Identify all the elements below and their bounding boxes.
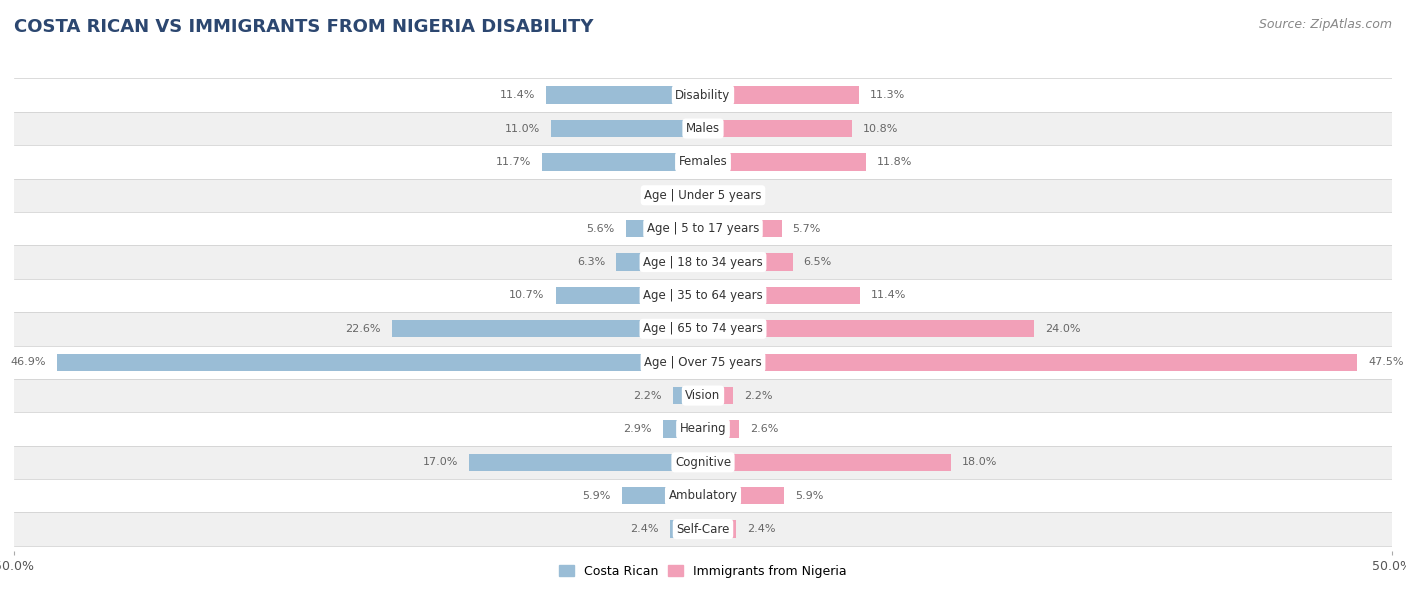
Bar [555, 287, 703, 304]
Bar [626, 220, 703, 237]
Text: 47.5%: 47.5% [1368, 357, 1405, 367]
Bar [14, 479, 1392, 512]
Text: Males: Males [686, 122, 720, 135]
Text: Disability: Disability [675, 89, 731, 102]
Bar [703, 420, 738, 438]
Text: 11.4%: 11.4% [499, 90, 534, 100]
Text: 11.8%: 11.8% [876, 157, 912, 167]
Bar [541, 153, 703, 171]
Text: 11.0%: 11.0% [505, 124, 540, 133]
Text: Females: Females [679, 155, 727, 168]
Text: Age | Under 5 years: Age | Under 5 years [644, 188, 762, 202]
Bar [703, 354, 1358, 371]
Bar [703, 287, 860, 304]
Text: 10.7%: 10.7% [509, 291, 544, 300]
Bar [672, 387, 703, 405]
Text: Hearing: Hearing [679, 422, 727, 436]
Text: 6.5%: 6.5% [804, 257, 832, 267]
Bar [392, 320, 703, 337]
Text: 22.6%: 22.6% [344, 324, 381, 334]
Bar [621, 487, 703, 504]
Bar [703, 320, 1033, 337]
Text: 17.0%: 17.0% [422, 457, 458, 468]
Text: Vision: Vision [685, 389, 721, 402]
Text: 1.4%: 1.4% [644, 190, 672, 200]
Bar [14, 112, 1392, 145]
Text: 2.9%: 2.9% [623, 424, 652, 434]
Bar [703, 153, 866, 171]
Text: 1.2%: 1.2% [731, 190, 759, 200]
Bar [703, 86, 859, 104]
Bar [14, 245, 1392, 278]
Text: 6.3%: 6.3% [576, 257, 605, 267]
Bar [703, 453, 950, 471]
Text: Self-Care: Self-Care [676, 523, 730, 536]
Text: 5.6%: 5.6% [586, 223, 614, 234]
Bar [703, 120, 852, 137]
Bar [14, 78, 1392, 112]
Text: COSTA RICAN VS IMMIGRANTS FROM NIGERIA DISABILITY: COSTA RICAN VS IMMIGRANTS FROM NIGERIA D… [14, 18, 593, 36]
Bar [616, 253, 703, 271]
Bar [14, 212, 1392, 245]
Text: 11.7%: 11.7% [495, 157, 531, 167]
Text: 5.9%: 5.9% [582, 491, 610, 501]
Text: 2.2%: 2.2% [744, 390, 773, 401]
Text: 5.7%: 5.7% [793, 223, 821, 234]
Bar [703, 187, 720, 204]
Text: 18.0%: 18.0% [962, 457, 997, 468]
Bar [14, 145, 1392, 179]
Bar [669, 520, 703, 538]
Bar [664, 420, 703, 438]
Bar [14, 412, 1392, 446]
Bar [551, 120, 703, 137]
Text: Age | 35 to 64 years: Age | 35 to 64 years [643, 289, 763, 302]
Text: Age | 5 to 17 years: Age | 5 to 17 years [647, 222, 759, 235]
Bar [703, 487, 785, 504]
Bar [14, 312, 1392, 346]
Bar [468, 453, 703, 471]
Text: 10.8%: 10.8% [863, 124, 898, 133]
Text: Age | 18 to 34 years: Age | 18 to 34 years [643, 256, 763, 269]
Text: 2.4%: 2.4% [630, 524, 659, 534]
Bar [14, 179, 1392, 212]
Text: Ambulatory: Ambulatory [668, 489, 738, 502]
Bar [703, 387, 734, 405]
Bar [14, 446, 1392, 479]
Text: 24.0%: 24.0% [1045, 324, 1080, 334]
Bar [14, 346, 1392, 379]
Text: 2.6%: 2.6% [749, 424, 779, 434]
Text: Source: ZipAtlas.com: Source: ZipAtlas.com [1258, 18, 1392, 31]
Bar [703, 220, 782, 237]
Legend: Costa Rican, Immigrants from Nigeria: Costa Rican, Immigrants from Nigeria [554, 560, 852, 583]
Bar [14, 278, 1392, 312]
Text: Age | 65 to 74 years: Age | 65 to 74 years [643, 323, 763, 335]
Bar [14, 379, 1392, 412]
Text: 2.4%: 2.4% [747, 524, 776, 534]
Text: 11.3%: 11.3% [870, 90, 905, 100]
Bar [703, 253, 793, 271]
Text: 46.9%: 46.9% [10, 357, 46, 367]
Text: Cognitive: Cognitive [675, 456, 731, 469]
Text: 5.9%: 5.9% [796, 491, 824, 501]
Bar [56, 354, 703, 371]
Text: 11.4%: 11.4% [872, 291, 907, 300]
Text: Age | Over 75 years: Age | Over 75 years [644, 356, 762, 368]
Bar [703, 520, 737, 538]
Text: 2.2%: 2.2% [633, 390, 662, 401]
Bar [546, 86, 703, 104]
Bar [683, 187, 703, 204]
Bar [14, 512, 1392, 546]
